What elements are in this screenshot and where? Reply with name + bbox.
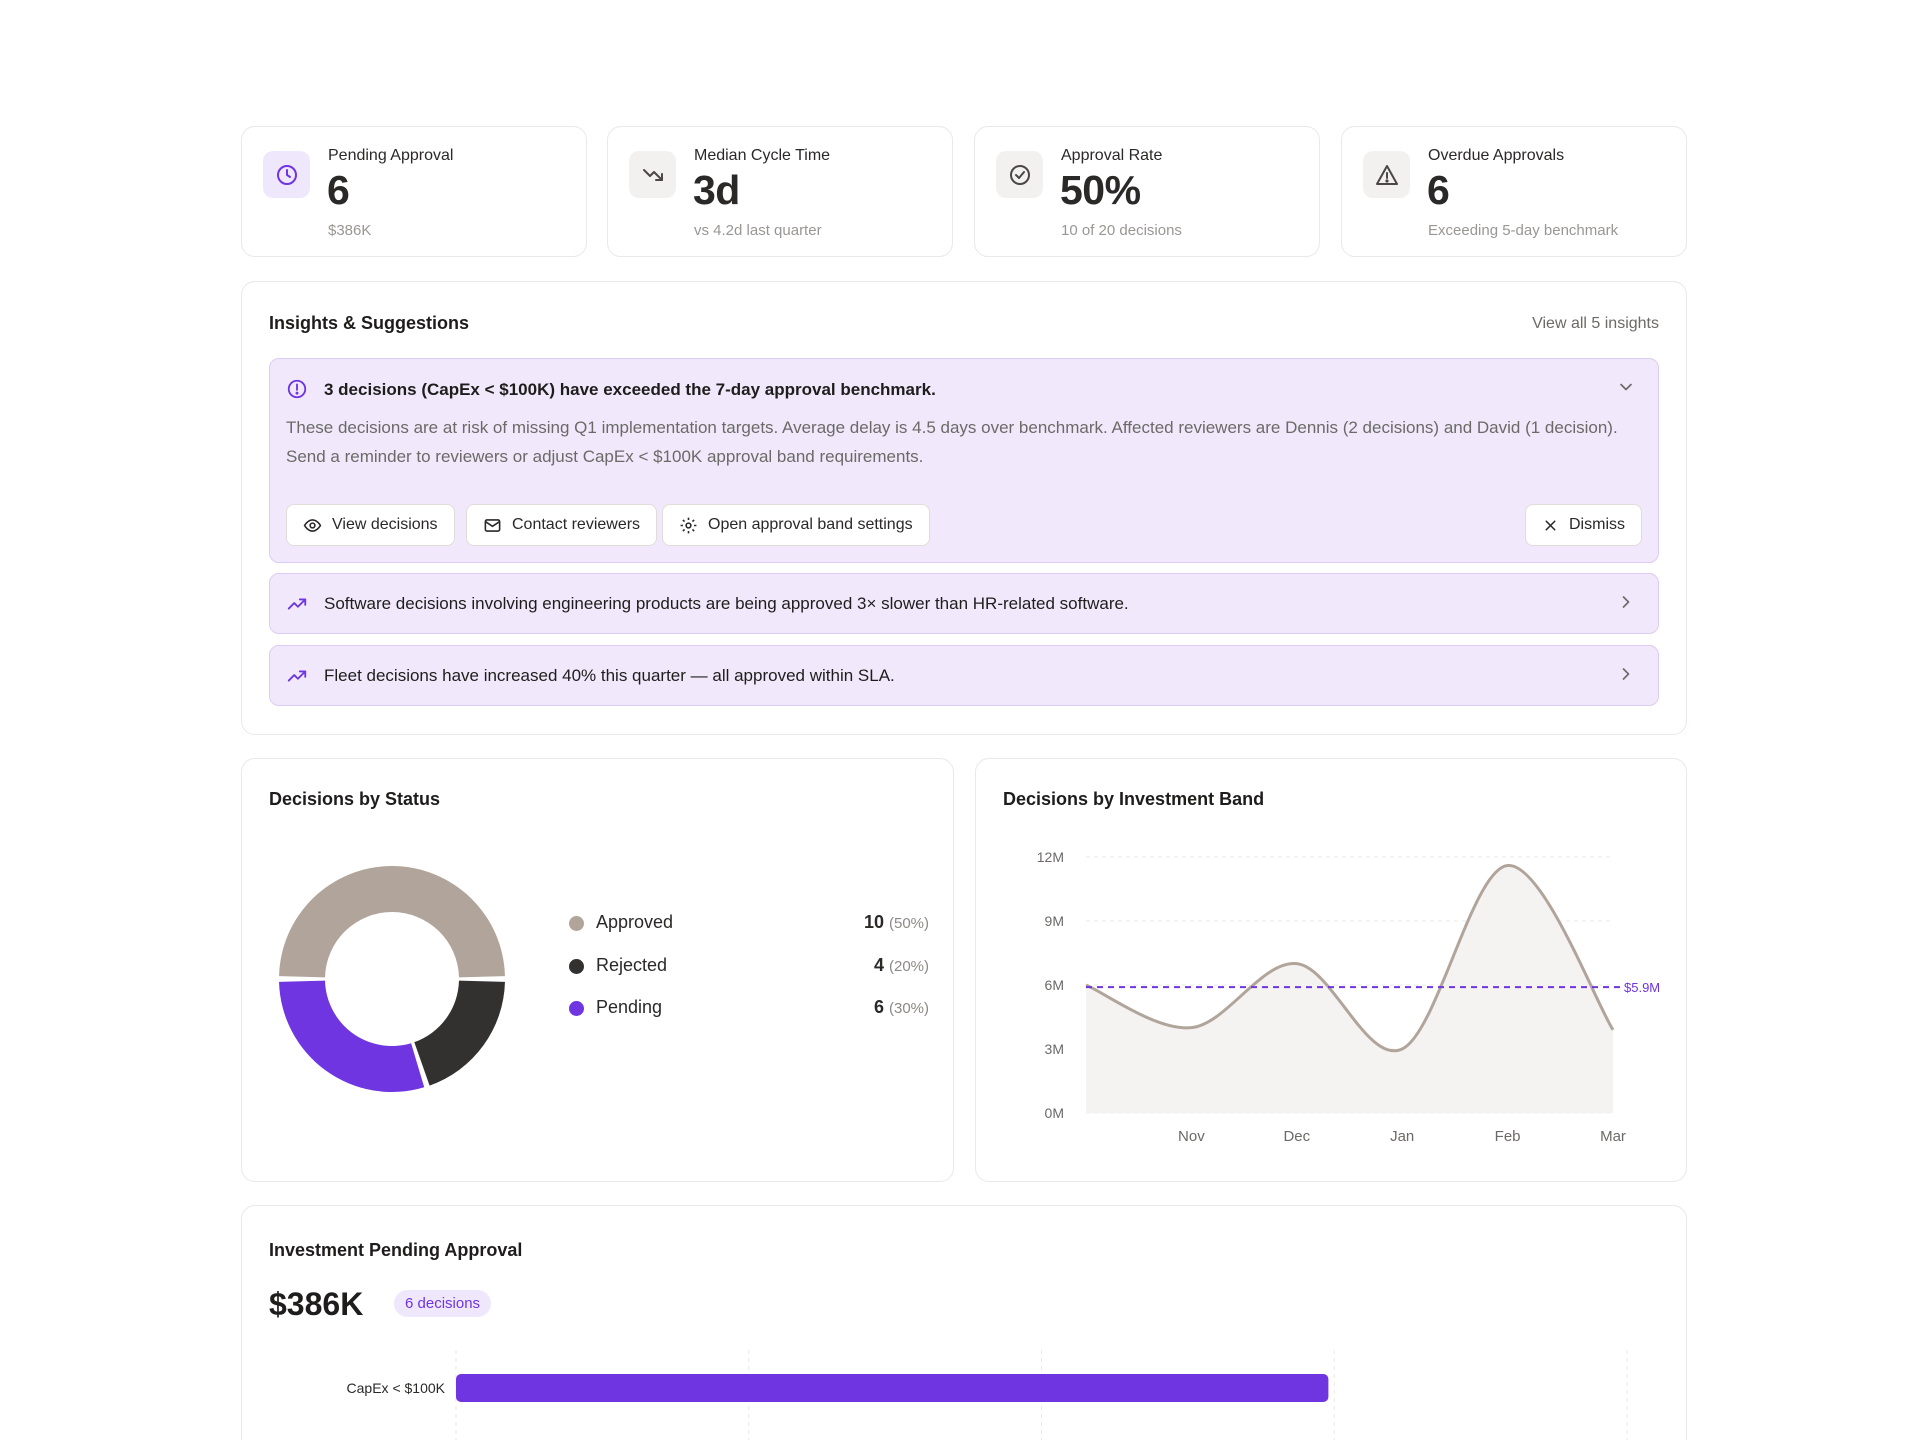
trending-down-icon	[629, 151, 676, 198]
legend-dot	[569, 916, 584, 931]
approval-band-settings-button[interactable]: Open approval band settings	[662, 504, 930, 546]
clock-icon	[263, 151, 310, 198]
kpi-sub: 10 of 20 decisions	[1061, 222, 1182, 239]
legend-count: 6	[873, 997, 884, 1017]
chevron-down-icon[interactable]	[1616, 377, 1636, 402]
legend-item-rejected: Rejected 4 (20%)	[569, 954, 929, 978]
area-fill	[1086, 865, 1613, 1113]
y-tick-label: 9M	[1045, 913, 1064, 929]
kpi-card-approval-rate: Approval Rate 50% 10 of 20 decisions	[974, 126, 1320, 257]
info-icon	[286, 378, 308, 405]
button-label: View decisions	[332, 516, 438, 533]
warning-icon	[1363, 151, 1410, 198]
x-tick-label: Jan	[1390, 1128, 1414, 1145]
contact-reviewers-button[interactable]: Contact reviewers	[466, 504, 658, 546]
kpi-label: Overdue Approvals	[1428, 147, 1565, 164]
legend-pct: (50%)	[888, 915, 929, 932]
gear-icon	[680, 517, 697, 533]
x-tick-label: Mar	[1600, 1128, 1626, 1145]
y-tick-label: 0M	[1045, 1105, 1064, 1121]
legend-value: 6 (30%)	[874, 997, 929, 1018]
eye-icon	[303, 518, 322, 532]
y-tick-label: 3M	[1045, 1041, 1064, 1057]
button-label: Open approval band settings	[708, 516, 913, 533]
investment-band-line-chart: 12M 9M 6M 3M 0M $5.9M Nov Dec Jan Feb Mar	[1037, 849, 1660, 1145]
dismiss-button[interactable]: Dismiss	[1525, 504, 1642, 546]
bar	[456, 1374, 1329, 1402]
kpi-card-overdue-approvals: Overdue Approvals 6 Exceeding 5-day benc…	[1341, 126, 1687, 257]
kpi-card-pending-approval: Pending Approval 6 $386K	[241, 126, 587, 257]
status-chart-card: Decisions by Status Approved 10 (50%) Re…	[241, 758, 954, 1182]
kpi-value: 6	[1427, 167, 1450, 213]
donut-slice-pending	[279, 980, 425, 1092]
legend-name: Pending	[596, 997, 663, 1017]
chevron-right-icon[interactable]	[1616, 664, 1636, 689]
insight-row[interactable]: Software decisions involving engineering…	[269, 573, 1659, 634]
insight-expanded: 3 decisions (CapEx < $100K) have exceede…	[269, 358, 1659, 563]
legend-name: Rejected	[596, 955, 668, 975]
button-label: Dismiss	[1569, 516, 1625, 533]
insights-card: Insights & Suggestions View all 5 insigh…	[241, 281, 1687, 735]
chevron-right-icon[interactable]	[1616, 592, 1636, 617]
kpi-value: 6	[327, 167, 350, 213]
trending-up-icon	[286, 593, 308, 620]
kpi-card-median-cycle-time: Median Cycle Time 3d vs 4.2d last quarte…	[607, 126, 953, 257]
donut-slice-approved	[279, 865, 505, 978]
insight-row[interactable]: Fleet decisions have increased 40% this …	[269, 645, 1659, 706]
donut-slice-rejected	[414, 980, 505, 1086]
kpi-value: 50%	[1060, 167, 1141, 213]
y-tick-label: 12M	[1037, 849, 1064, 865]
close-icon	[1545, 519, 1556, 531]
legend-pct: (30%)	[888, 1000, 929, 1017]
x-tick-label: Feb	[1495, 1128, 1521, 1145]
insight-title: Fleet decisions have increased 40% this …	[324, 666, 895, 685]
pending-bar-chart: CapEx < $100KOpEx (Budgeted)	[347, 1350, 1628, 1440]
insights-title: Insights & Suggestions	[269, 313, 470, 333]
legend-name: Approved	[596, 912, 674, 932]
kpi-sub: Exceeding 5-day benchmark	[1428, 222, 1619, 239]
legend-item-pending: Pending 6 (30%)	[569, 996, 929, 1020]
reference-label: $5.9M	[1624, 980, 1660, 995]
mail-icon	[484, 518, 501, 532]
legend-count: 4	[873, 955, 884, 975]
status-donut-chart	[279, 865, 505, 1092]
chart-title: Decisions by Investment Band	[1003, 789, 1265, 809]
series-line	[1085, 864, 1615, 1053]
x-tick-label: Dec	[1283, 1128, 1310, 1145]
legend-item-approved: Approved 10 (50%)	[569, 911, 929, 935]
legend-dot	[569, 959, 584, 974]
kpi-sub: vs 4.2d last quarter	[694, 222, 822, 239]
pending-total: $386K	[269, 1286, 364, 1322]
insight-body: These decisions are at risk of missing Q…	[286, 418, 1618, 466]
legend-value: 4 (20%)	[874, 955, 929, 976]
decisions-count-badge: 6 decisions	[394, 1290, 492, 1317]
insight-title: 3 decisions (CapEx < $100K) have exceede…	[324, 380, 936, 399]
pending-investment-card: Investment Pending Approval $386K 6 deci…	[241, 1205, 1687, 1440]
chart-title: Decisions by Status	[269, 789, 441, 809]
legend-value: 10 (50%)	[864, 912, 929, 933]
view-decisions-button[interactable]: View decisions	[286, 504, 455, 546]
trending-up-icon	[286, 665, 308, 692]
legend-dot	[569, 1001, 584, 1016]
legend-count: 10	[863, 912, 884, 932]
x-tick-label: Nov	[1178, 1128, 1205, 1145]
bar-category-label: CapEx < $100K	[347, 1380, 446, 1396]
insight-title: Software decisions involving engineering…	[324, 594, 1129, 613]
check-circle-icon	[996, 151, 1043, 198]
chart-title: Investment Pending Approval	[269, 1240, 523, 1260]
kpi-label: Median Cycle Time	[694, 147, 831, 164]
band-chart-card: Decisions by Investment Band 12M 9M 6M 3M 0M…	[975, 758, 1687, 1182]
kpi-label: Pending Approval	[328, 147, 454, 164]
view-all-insights-link[interactable]: View all 5 insights	[1532, 315, 1659, 332]
legend-pct: (20%)	[888, 958, 929, 975]
kpi-label: Approval Rate	[1061, 147, 1163, 164]
button-label: Contact reviewers	[512, 516, 641, 533]
y-tick-label: 6M	[1045, 977, 1064, 993]
kpi-value: 3d	[693, 167, 740, 213]
kpi-sub: $386K	[328, 222, 372, 239]
